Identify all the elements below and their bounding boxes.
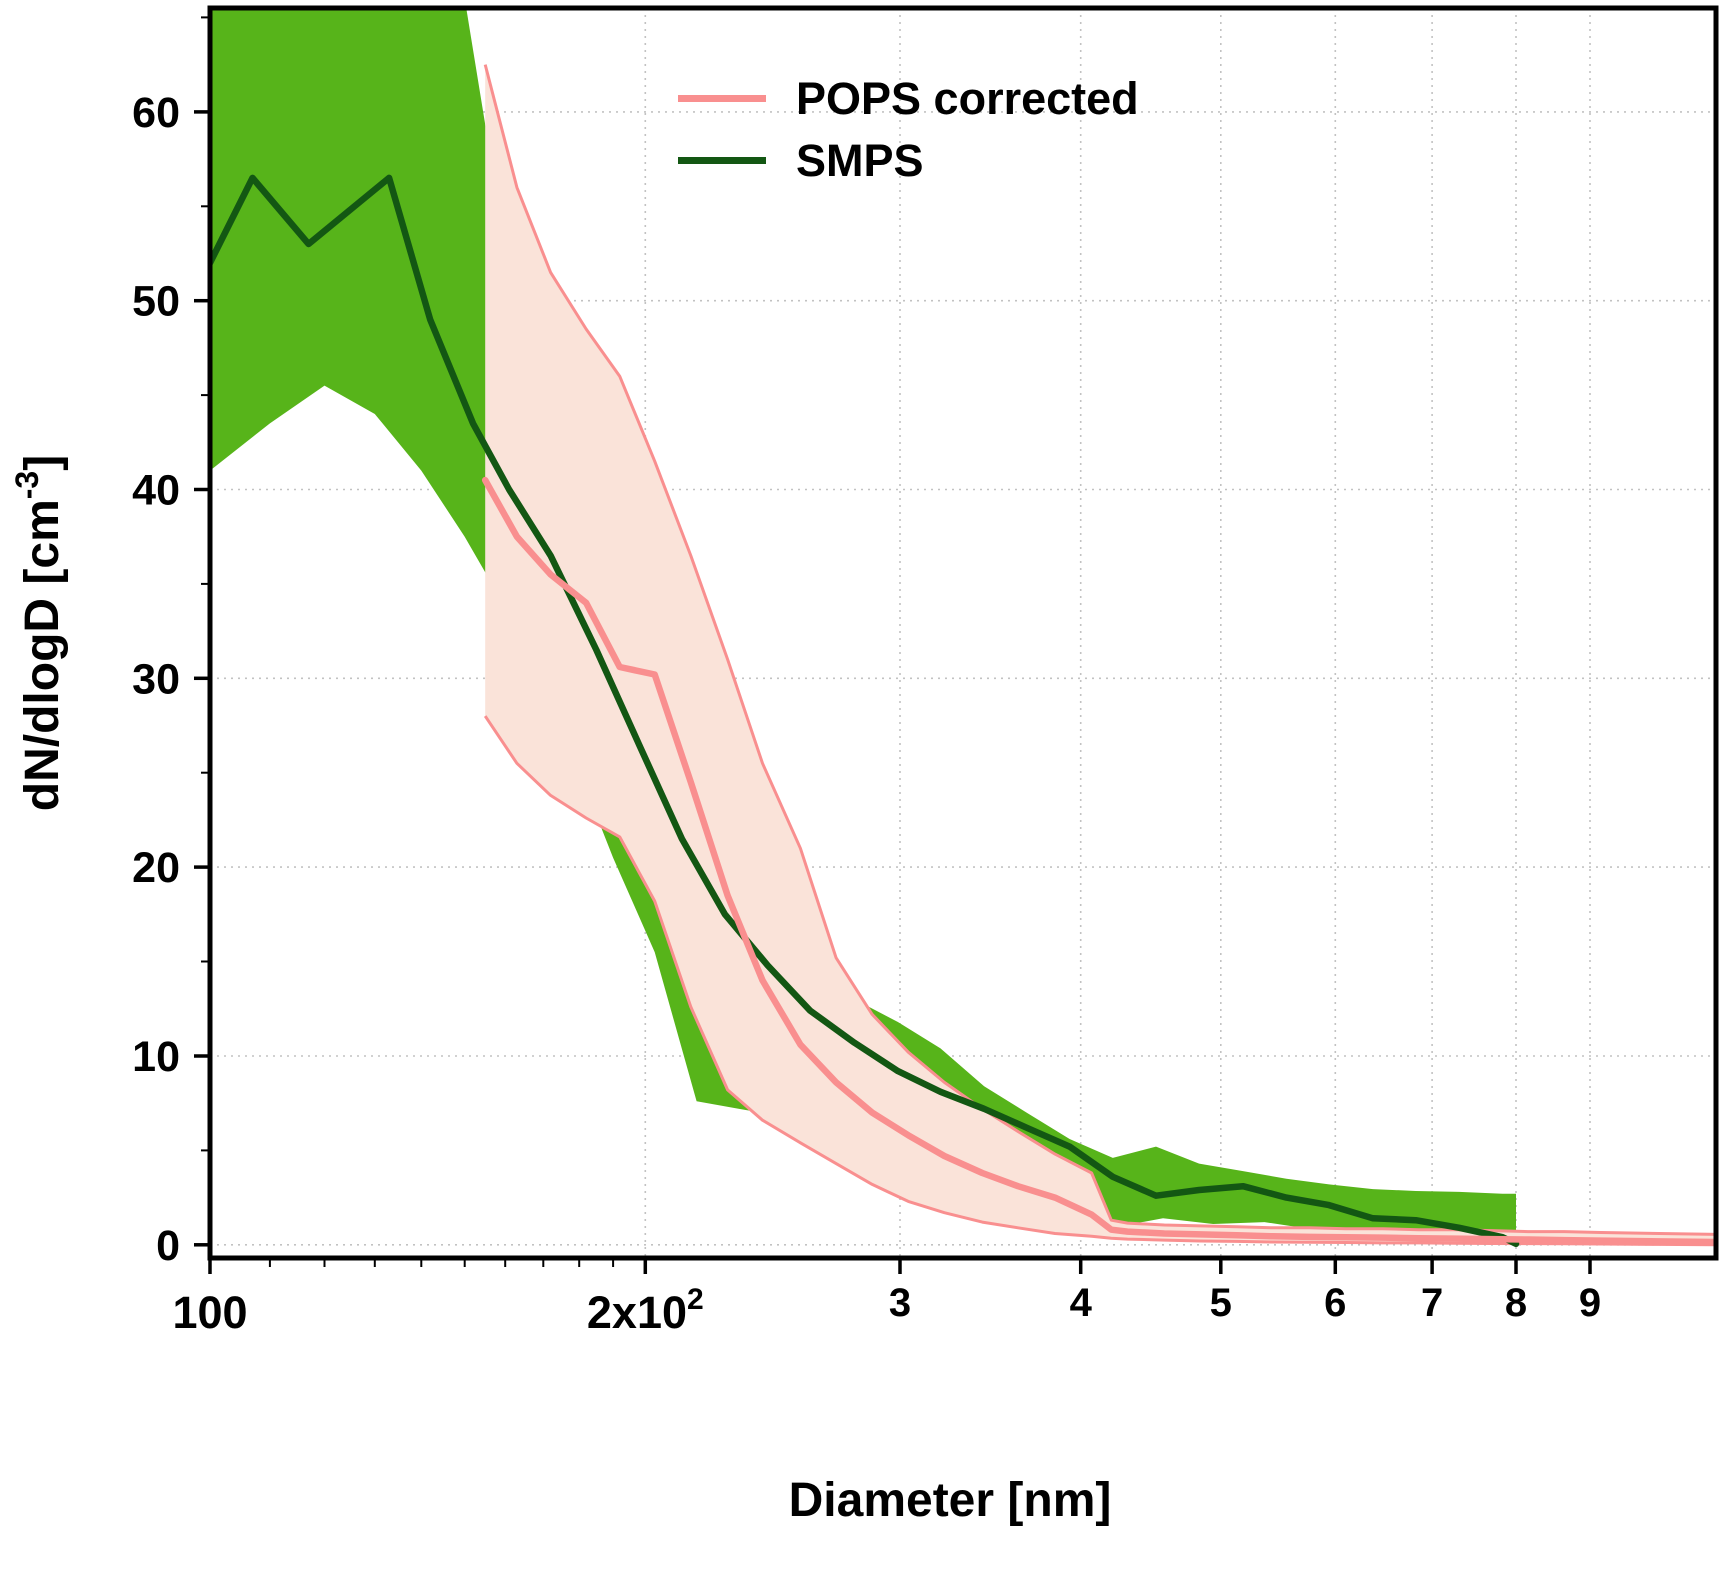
legend-item-smps: SMPS (678, 134, 1139, 186)
series-bands (210, 8, 1716, 1247)
pops-line-swatch (678, 95, 766, 103)
y-tick-label: 20 (132, 844, 180, 892)
pops-corrected-uncertainty-band (485, 64, 1716, 1245)
series-lines (210, 174, 1716, 1248)
smps-line (210, 174, 1520, 1248)
x-tick-label: 100 (172, 1287, 247, 1338)
x-tick-label: 5 (1210, 1281, 1232, 1325)
legend-label-pops: POPS corrected (796, 73, 1139, 124)
x-tick-label: 6 (1324, 1281, 1346, 1325)
x-axis-title: Diameter [nm] (789, 1474, 1112, 1527)
x-tick-label: 7 (1421, 1281, 1443, 1325)
x-tick-label: 2x102 (587, 1283, 704, 1338)
smps-uncertainty-band (210, 8, 1516, 1239)
legend-label-smps: SMPS (796, 134, 924, 186)
y-tick-label: 10 (132, 1033, 180, 1081)
axis-ticks: 100 2x102 3 4 5 6 7 8 9 0 10 20 30 40 50 60 (132, 16, 1601, 1338)
y-tick-label: 60 (132, 89, 180, 137)
legend-item-pops: POPS corrected (678, 74, 1139, 124)
y-tick-label: 50 (132, 278, 180, 326)
legend: POPS corrected SMPS (678, 74, 1139, 185)
smps-line-swatch (678, 156, 766, 164)
y-tick-label: 0 (156, 1222, 180, 1270)
x-tick-label: 8 (1505, 1281, 1527, 1325)
y-tick-label: 40 (132, 467, 180, 515)
x-tick-label: 3 (889, 1281, 911, 1325)
x-tick-label: 4 (1070, 1281, 1093, 1325)
plot-border (207, 5, 1719, 1261)
band-lower-edge (483, 715, 1716, 1247)
y-axis-title: dN/dlogD [cm-3] (9, 455, 69, 811)
x-tick-label: 9 (1579, 1281, 1601, 1325)
pops-corrected-line (481, 476, 1716, 1246)
y-tick-label: 30 (132, 655, 180, 703)
